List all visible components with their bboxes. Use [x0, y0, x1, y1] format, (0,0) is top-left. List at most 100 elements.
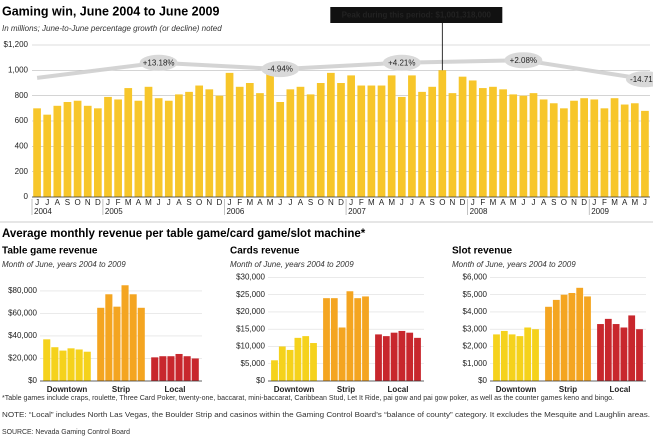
- chart-subtitle: Month of June, years 2004 to 2009: [452, 260, 576, 269]
- bar: [167, 356, 175, 381]
- growth-label: +13.18%: [143, 58, 175, 67]
- x-tick-label: J: [643, 198, 647, 207]
- y-tick-label: $20,000: [8, 354, 37, 363]
- bar: [94, 108, 102, 197]
- bar: [271, 360, 278, 381]
- year-label: 2005: [105, 207, 123, 216]
- bar: [408, 75, 416, 197]
- bar: [327, 72, 335, 197]
- x-tick-label: D: [460, 198, 466, 207]
- bar: [338, 327, 346, 381]
- x-tick-label: N: [571, 198, 577, 207]
- chart-subtitle: In millions; June-to-June percentage gro…: [2, 24, 222, 33]
- group-label: Downtown: [47, 385, 88, 394]
- bar: [43, 114, 52, 197]
- bar: [256, 93, 264, 197]
- x-tick-label: F: [359, 198, 364, 207]
- x-tick-label: A: [55, 198, 61, 207]
- bar: [114, 99, 122, 197]
- year-label: 2006: [226, 207, 244, 216]
- bar: [346, 291, 354, 381]
- y-tick-label: $40,000: [8, 331, 37, 340]
- y-tick-label: 600: [15, 116, 29, 125]
- x-tick-label: S: [65, 198, 70, 207]
- bar: [539, 99, 548, 197]
- bar: [636, 329, 643, 381]
- x-tick-label: J: [167, 198, 171, 207]
- x-tick-label: A: [419, 198, 425, 207]
- bar: [428, 86, 437, 197]
- trend-line: [36, 58, 646, 82]
- x-tick-label: M: [125, 198, 132, 207]
- y-tick-label: $15,000: [236, 324, 265, 333]
- x-tick-label: O: [74, 198, 80, 207]
- x-tick-label: A: [298, 198, 304, 207]
- y-tick-label: $0: [478, 376, 487, 385]
- x-tick-label: S: [186, 198, 191, 207]
- x-tick-label: A: [500, 198, 506, 207]
- bar: [493, 334, 500, 381]
- bar: [354, 298, 362, 381]
- source: SOURCE: Nevada Gaming Control Board: [2, 427, 130, 436]
- y-tick-label: 1,000: [8, 65, 29, 74]
- y-tick-label: $10,000: [236, 342, 265, 351]
- group-label: Local: [610, 385, 631, 394]
- x-tick-label: M: [246, 198, 253, 207]
- bar: [337, 83, 345, 197]
- y-tick-label: 0: [24, 192, 29, 201]
- bar: [59, 350, 67, 381]
- bar: [63, 102, 72, 197]
- bar: [377, 85, 386, 197]
- x-tick-label: D: [338, 198, 344, 207]
- growth-bubble: [261, 61, 300, 78]
- bar: [641, 110, 649, 197]
- x-tick-label: F: [480, 198, 485, 207]
- bar: [390, 332, 398, 381]
- bar: [610, 98, 619, 197]
- group-label: Downtown: [274, 385, 315, 394]
- x-tick-label: A: [257, 198, 263, 207]
- x-tick-label: M: [611, 198, 618, 207]
- x-tick-label: D: [217, 198, 223, 207]
- x-tick-label: N: [450, 198, 456, 207]
- bar: [154, 98, 163, 197]
- y-tick-label: $3,000: [463, 324, 488, 333]
- note: NOTE: “Local” includes North Las Vegas, …: [2, 410, 650, 419]
- year-label: 2009: [591, 207, 609, 216]
- bar: [508, 334, 516, 381]
- x-tick-label: J: [471, 198, 475, 207]
- group-label: Downtown: [496, 385, 537, 394]
- x-tick-label: M: [388, 198, 395, 207]
- bar: [560, 108, 568, 197]
- x-tick-label: N: [328, 198, 334, 207]
- y-tick-label: $80,000: [8, 286, 37, 295]
- y-tick-label: 200: [15, 167, 29, 176]
- y-tick-label: $5,000: [241, 359, 266, 368]
- chart-title: Table game revenue: [2, 246, 98, 257]
- bar: [245, 83, 254, 197]
- y-tick-label: 400: [15, 141, 29, 150]
- bar: [590, 99, 599, 197]
- group-label: Strip: [559, 385, 577, 394]
- bar: [276, 102, 285, 197]
- x-tick-label: J: [228, 198, 232, 207]
- bar: [195, 85, 204, 197]
- bar: [134, 100, 143, 197]
- bar: [516, 336, 524, 381]
- x-tick-label: J: [531, 198, 535, 207]
- bar: [175, 94, 183, 197]
- y-tick-label: $25,000: [236, 290, 265, 299]
- bar: [73, 100, 82, 197]
- x-tick-label: S: [308, 198, 313, 207]
- x-tick-label: J: [400, 198, 404, 207]
- bar: [286, 349, 294, 381]
- bar: [347, 75, 355, 197]
- year-label: 2008: [470, 207, 488, 216]
- growth-bubble: [504, 52, 543, 69]
- x-tick-label: N: [85, 198, 91, 207]
- bar: [552, 299, 560, 381]
- x-tick-label: J: [35, 198, 39, 207]
- bar: [576, 287, 584, 381]
- y-tick-label: 800: [15, 91, 29, 100]
- bar: [205, 89, 214, 197]
